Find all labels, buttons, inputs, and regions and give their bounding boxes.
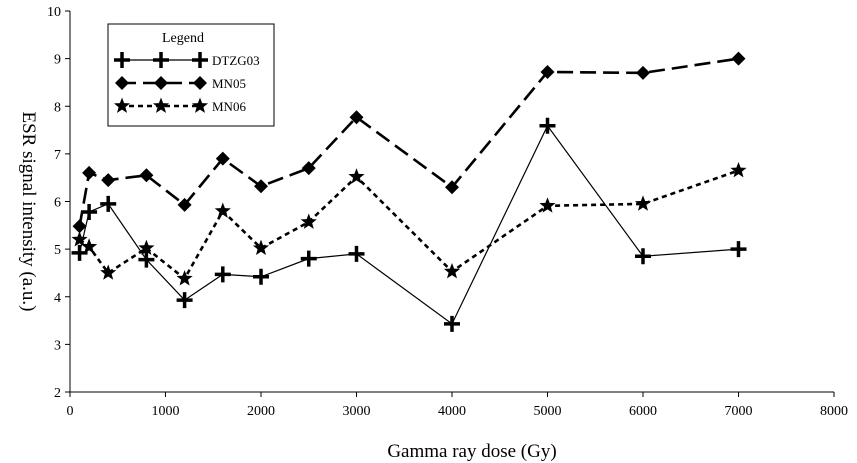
x-ticks: 0 1000 2000 3000 4000 5000 6000 7000 8000 xyxy=(67,392,848,419)
data-point-mn05 xyxy=(349,110,364,125)
x-tick-label: 4000 xyxy=(438,404,466,419)
data-point-dtzg03 xyxy=(444,315,460,332)
x-tick-label: 3000 xyxy=(343,404,371,419)
data-point-dtzg03 xyxy=(300,250,317,267)
legend-entry-mn05: MN05 xyxy=(115,76,246,91)
data-point-dtzg03 xyxy=(730,241,747,258)
data-point-dtzg03 xyxy=(138,251,155,268)
data-point-mn06 xyxy=(443,263,461,279)
y-tick-label: 2 xyxy=(54,386,61,401)
legend-marker-mn05 xyxy=(193,76,207,90)
legend-marker-mn05 xyxy=(154,76,168,90)
y-tick-label: 8 xyxy=(54,100,61,115)
data-point-mn06 xyxy=(214,202,231,218)
legend-marker-dtzg03 xyxy=(114,52,130,68)
data-point-mn05 xyxy=(139,168,154,183)
legend-title: Legend xyxy=(162,31,204,46)
data-point-mn06 xyxy=(300,213,317,229)
legend-marker-mn06 xyxy=(191,97,209,113)
legend: Legend DTZG03 MN05 MN06 xyxy=(107,23,275,127)
data-point-mn05 xyxy=(101,173,116,188)
legend-entry-mn06: MN06 xyxy=(113,97,246,114)
data-point-dtzg03 xyxy=(214,266,231,283)
data-point-dtzg03 xyxy=(539,117,556,134)
data-point-dtzg03 xyxy=(635,248,651,265)
x-tick-label: 8000 xyxy=(820,404,848,419)
y-tick-label: 6 xyxy=(54,196,61,211)
series-line-dtzg03 xyxy=(78,124,739,325)
y-tick-label: 5 xyxy=(54,243,61,258)
x-tick-label: 2000 xyxy=(247,404,275,419)
data-point-mn05 xyxy=(731,51,746,66)
data-point-mn06 xyxy=(81,238,98,254)
legend-label-mn06: MN06 xyxy=(212,99,246,114)
data-point-mn06 xyxy=(252,239,270,256)
data-point-mn05 xyxy=(215,151,230,166)
legend-marker-mn06 xyxy=(152,97,170,113)
data-point-mn05 xyxy=(82,165,97,180)
data-point-dtzg03 xyxy=(176,292,193,309)
y-tick-label: 4 xyxy=(54,291,61,306)
data-point-dtzg03 xyxy=(81,203,98,220)
x-tick-label: 5000 xyxy=(534,404,562,419)
series-layer xyxy=(71,51,747,332)
legend-items: DTZG03 MN05 MN06 xyxy=(113,52,260,114)
series-mn05 xyxy=(72,51,746,234)
x-tick-label: 0 xyxy=(67,404,74,419)
legend-box xyxy=(107,23,275,127)
legend-marker-dtzg03 xyxy=(153,52,169,68)
series-line-mn06 xyxy=(78,169,739,281)
data-point-mn06 xyxy=(138,239,155,256)
y-ticks: 2 3 4 5 6 7 8 9 10 xyxy=(47,5,70,401)
data-point-dtzg03 xyxy=(253,268,269,285)
x-tick-label: 7000 xyxy=(725,404,753,419)
y-tick-label: 10 xyxy=(47,5,61,20)
y-tick-label: 9 xyxy=(54,53,61,68)
data-point-mn06 xyxy=(176,270,193,286)
series-dtzg03 xyxy=(71,117,747,332)
y-axis-label: ESR signal intensity (a.u.) xyxy=(18,111,39,311)
data-point-mn05 xyxy=(301,161,316,176)
x-tick-label: 6000 xyxy=(629,404,657,419)
data-point-mn05 xyxy=(254,179,268,194)
series-mn06 xyxy=(71,162,747,286)
data-point-dtzg03 xyxy=(348,245,365,262)
y-tick-label: 7 xyxy=(54,148,61,163)
legend-marker-dtzg03 xyxy=(192,52,208,68)
legend-label-dtzg03: DTZG03 xyxy=(212,53,260,68)
data-point-dtzg03 xyxy=(100,195,117,212)
data-point-mn06 xyxy=(348,168,365,184)
x-axis-label: Gamma ray dose (Gy) xyxy=(387,441,556,462)
data-point-mn05 xyxy=(72,219,87,234)
data-point-mn06 xyxy=(100,264,117,280)
data-point-mn05 xyxy=(445,180,459,195)
data-point-mn05 xyxy=(540,64,555,79)
data-point-mn06 xyxy=(539,197,556,213)
legend-entry-dtzg03: DTZG03 xyxy=(114,52,260,68)
data-point-mn06 xyxy=(634,195,652,211)
data-point-mn05 xyxy=(177,197,192,212)
legend-label-mn05: MN05 xyxy=(212,76,246,91)
legend-marker-mn05 xyxy=(115,76,129,90)
data-point-mn06 xyxy=(71,231,88,247)
data-point-mn06 xyxy=(730,162,747,178)
legend-marker-mn06 xyxy=(113,97,131,113)
data-point-mn05 xyxy=(636,65,650,80)
y-tick-label: 3 xyxy=(54,338,61,353)
x-tick-label: 1000 xyxy=(152,404,180,419)
